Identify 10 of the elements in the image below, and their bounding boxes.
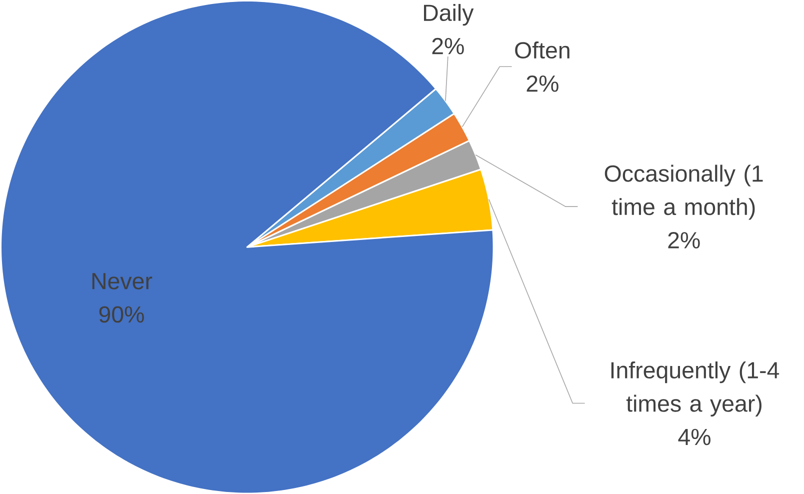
data-label: 2% — [526, 75, 558, 92]
slice-label: Occasionally (1 time a month) — [604, 164, 763, 220]
data-label: 4% — [678, 428, 710, 445]
data-label: 2% — [432, 38, 464, 54]
slice-label: Often — [515, 41, 570, 58]
slice-label: Never — [92, 272, 152, 290]
data-label: 90% — [99, 306, 144, 323]
slice-label: Infrequently (1-4 times a year) — [611, 361, 780, 416]
slice-label: Daily — [424, 4, 474, 26]
data-label: 2% — [668, 232, 700, 248]
